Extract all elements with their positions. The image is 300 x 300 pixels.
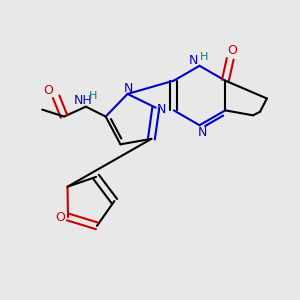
Text: N: N bbox=[124, 82, 133, 95]
Text: N: N bbox=[189, 54, 198, 67]
Text: N: N bbox=[198, 126, 207, 139]
Text: O: O bbox=[55, 211, 65, 224]
Text: O: O bbox=[227, 44, 237, 57]
Text: O: O bbox=[43, 84, 53, 97]
Text: H: H bbox=[200, 52, 209, 62]
Text: N: N bbox=[157, 103, 166, 116]
Text: H: H bbox=[88, 91, 97, 101]
Text: NH: NH bbox=[74, 94, 92, 107]
